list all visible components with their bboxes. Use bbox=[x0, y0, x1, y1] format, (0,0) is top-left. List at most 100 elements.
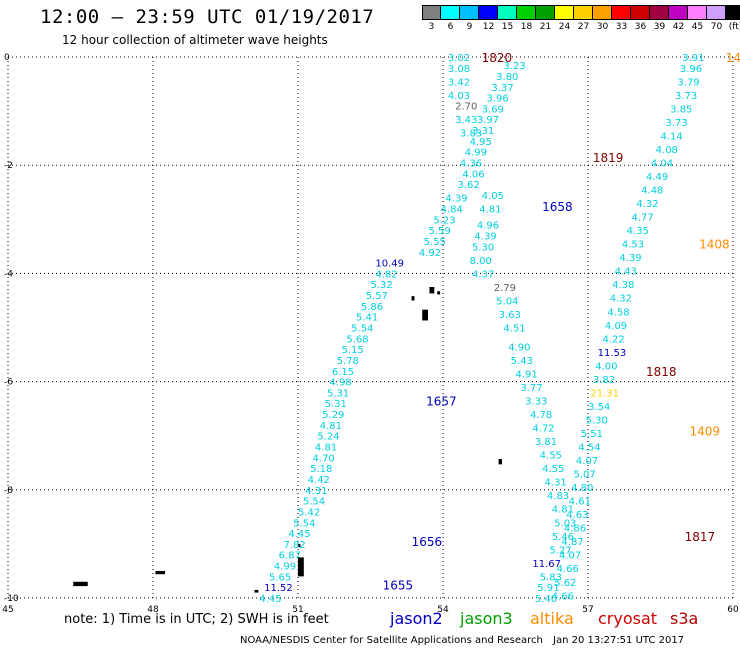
map-title: 12:00 – 23:59 UTC 01/19/2017 bbox=[40, 6, 375, 28]
satellite-label-s3a: s3a bbox=[670, 609, 699, 628]
wave-height-value: 10.49 bbox=[375, 259, 404, 270]
wave-height-value: 4.98 bbox=[329, 378, 351, 389]
land-shape bbox=[411, 296, 415, 301]
wave-height-value: 4.32 bbox=[610, 294, 632, 305]
wave-height-value: 4.32 bbox=[636, 199, 658, 210]
wave-height-value: 4.77 bbox=[632, 213, 654, 224]
wave-height-value: 11.52 bbox=[264, 583, 293, 594]
wave-height-value: 4.06 bbox=[462, 169, 484, 180]
wave-height-value: 4.72 bbox=[532, 424, 554, 435]
wave-height-value: 5.23 bbox=[433, 215, 455, 226]
legend-label: (ft) bbox=[728, 22, 740, 32]
wave-height-value: 4.39 bbox=[474, 232, 496, 243]
wave-height-value: 5.54 bbox=[303, 497, 325, 508]
y-tick-label: -10 bbox=[4, 594, 19, 604]
wave-height-value: 3.02 bbox=[448, 53, 470, 64]
wave-height-value: 5.78 bbox=[337, 356, 359, 367]
land-shape bbox=[422, 309, 429, 321]
wave-height-value: 5.31 bbox=[327, 388, 349, 399]
legend-swatch bbox=[441, 5, 460, 20]
legend-swatch bbox=[536, 5, 555, 20]
wave-height-value: 4.81 bbox=[315, 443, 337, 454]
track-id-label: 1818 bbox=[646, 365, 677, 379]
satellite-label-jason3: jason3 bbox=[460, 609, 513, 628]
track-id-label: 1409 bbox=[690, 424, 721, 438]
wave-height-value: 5.59 bbox=[429, 226, 451, 237]
legend-label: 24 bbox=[558, 22, 571, 32]
legend-label: 45 bbox=[691, 22, 704, 32]
legend-label: 6 bbox=[447, 22, 454, 32]
wave-height-value: 3.63 bbox=[499, 310, 521, 321]
wave-height-value: 3.73 bbox=[675, 91, 697, 102]
wave-height-value: 11.53 bbox=[598, 348, 627, 359]
wave-height-value: 3.77 bbox=[520, 383, 542, 394]
generated-timestamp: Jan 20 13:27:51 UTC 2017 bbox=[553, 635, 685, 646]
legend-swatch bbox=[555, 5, 574, 20]
map-subtitle: 12 hour collection of altimeter wave hei… bbox=[62, 33, 328, 47]
wave-height-value: 4.82 bbox=[375, 269, 397, 280]
wave-height-value: 5.27 bbox=[549, 545, 571, 556]
y-tick-label: -6 bbox=[4, 378, 13, 388]
legend-label: 27 bbox=[577, 22, 590, 32]
wave-height-value: 3.23 bbox=[503, 61, 525, 72]
wave-height-value: 4.03 bbox=[448, 91, 470, 102]
wave-height-value: 5.51 bbox=[581, 429, 603, 440]
y-tick-label: -2 bbox=[4, 161, 13, 171]
wave-height-value: 5.42 bbox=[298, 507, 320, 518]
y-tick-label: 0 bbox=[4, 53, 10, 63]
legend-swatch bbox=[574, 5, 593, 20]
wave-height-value: 4.07 bbox=[576, 456, 598, 467]
track-id-label: 1655 bbox=[383, 578, 414, 592]
track-id-label: 1657 bbox=[426, 395, 457, 409]
wave-height-value: 5.57 bbox=[366, 291, 388, 302]
wave-height-value: 5.65 bbox=[269, 572, 291, 583]
legend-swatch bbox=[707, 5, 726, 20]
wave-height-value: 3.96 bbox=[487, 94, 509, 105]
wave-height-value: 4.09 bbox=[605, 321, 627, 332]
wave-height-value: 5.03 bbox=[554, 518, 576, 529]
wave-height-value: 5.30 bbox=[472, 242, 494, 253]
wave-height-value: 11.67 bbox=[532, 559, 561, 570]
legend-label: 15 bbox=[501, 22, 514, 32]
satellite-label-altika: altika bbox=[530, 609, 574, 628]
wave-height-value: 6.15 bbox=[332, 367, 354, 378]
satellite-label-jason2: jason2 bbox=[390, 609, 443, 628]
wave-height-value: 3.43 bbox=[455, 115, 477, 126]
wave-height-value: 4.45 bbox=[259, 594, 281, 605]
legend-swatch bbox=[460, 5, 479, 20]
wave-height-value: 4.58 bbox=[607, 307, 629, 318]
wave-height-value: 4.80 bbox=[571, 483, 593, 494]
wave-height-value: 3.33 bbox=[525, 397, 547, 408]
track-id-label: 1408 bbox=[699, 238, 730, 252]
legend-swatch bbox=[631, 5, 650, 20]
track-id-label: 1658 bbox=[542, 200, 573, 214]
legend-swatch bbox=[726, 5, 740, 20]
wave-height-value: 4.04 bbox=[651, 158, 673, 169]
legend-label: 33 bbox=[615, 22, 628, 32]
wave-height-value: 4.92 bbox=[419, 248, 441, 259]
legend-label: 39 bbox=[653, 22, 666, 32]
wave-height-value: 21.31 bbox=[590, 388, 619, 399]
wave-height-value: 4.39 bbox=[619, 253, 641, 264]
wave-height-value: 5.24 bbox=[317, 432, 339, 443]
wave-height-value: 4.22 bbox=[603, 334, 625, 345]
track-id-label: 1819 bbox=[593, 151, 624, 165]
legend-swatch bbox=[479, 5, 498, 20]
legend-label: 12 bbox=[482, 22, 495, 32]
wave-height-value: 4.31 bbox=[305, 486, 327, 497]
legend-label: 30 bbox=[596, 22, 609, 32]
wave-height-value: 3.85 bbox=[670, 104, 692, 115]
land-shape bbox=[254, 589, 259, 593]
wave-height-value: 4.43 bbox=[615, 267, 637, 278]
wave-height-value: 4.49 bbox=[646, 172, 668, 183]
wave-height-value: 3.42 bbox=[448, 77, 470, 88]
wave-height-value: 3.83 bbox=[460, 129, 482, 140]
wave-height-value: 4.81 bbox=[479, 204, 501, 215]
wave-height-value: 4.61 bbox=[569, 497, 591, 508]
x-tick-label: 51 bbox=[292, 605, 303, 615]
wave-height-value: 5.54 bbox=[351, 324, 373, 335]
wave-height-value: 3.62 bbox=[458, 180, 480, 191]
wave-height-value: 5.68 bbox=[346, 334, 368, 345]
wave-height-value: 4.66 bbox=[557, 564, 579, 575]
wave-height-value: 4.55 bbox=[542, 464, 564, 475]
